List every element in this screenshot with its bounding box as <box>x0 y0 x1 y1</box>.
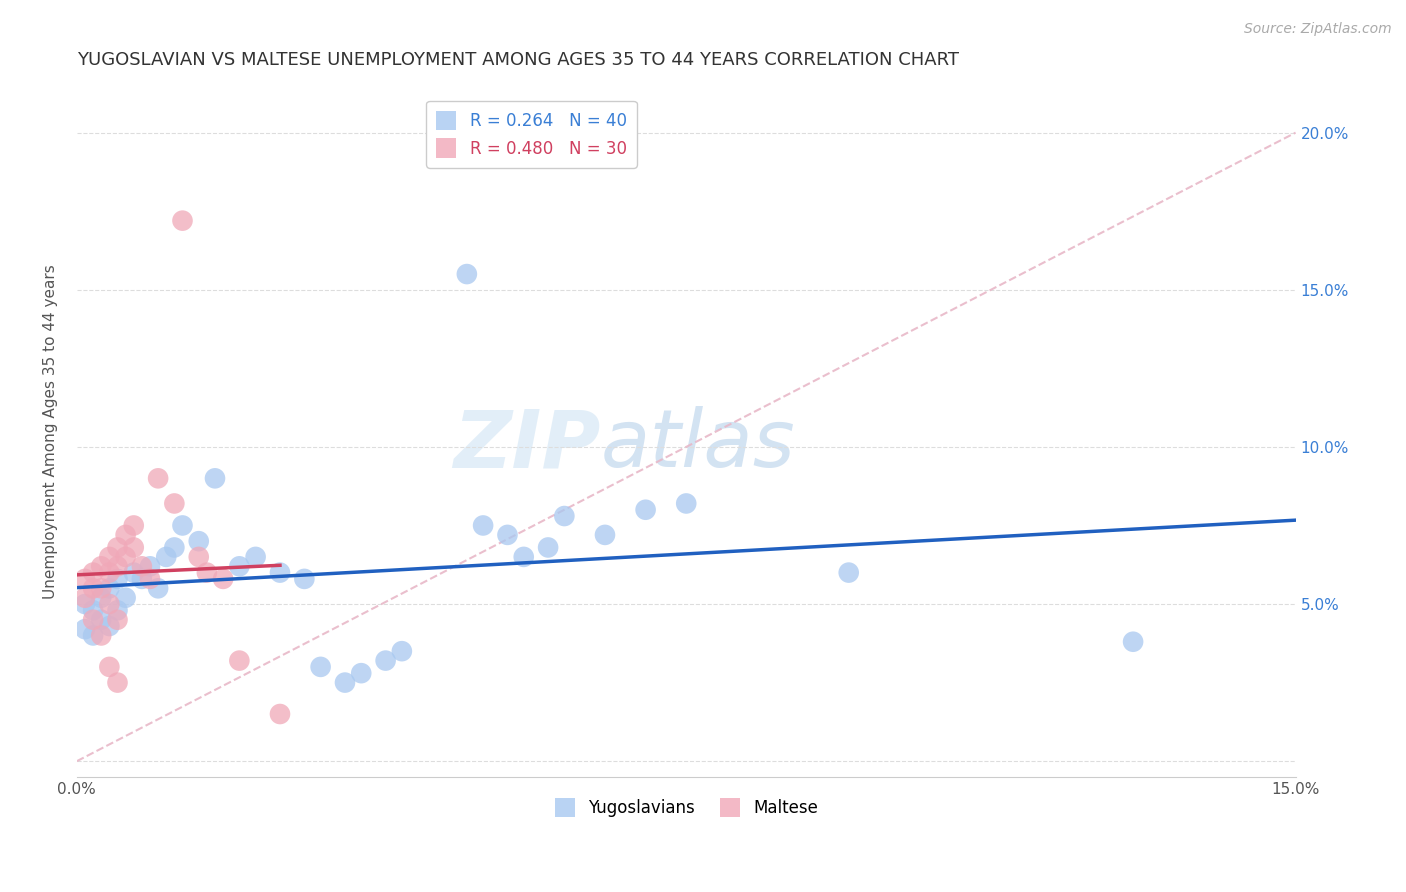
Y-axis label: Unemployment Among Ages 35 to 44 years: Unemployment Among Ages 35 to 44 years <box>44 264 58 599</box>
Point <box>292 572 315 586</box>
Point <box>1122 634 1144 648</box>
Point <box>139 559 162 574</box>
Point <box>82 628 104 642</box>
Text: atlas: atlas <box>600 406 796 484</box>
Point <box>496 528 519 542</box>
Point <box>122 541 145 555</box>
Point <box>187 549 209 564</box>
Point <box>838 566 860 580</box>
Point <box>90 559 112 574</box>
Point <box>122 566 145 580</box>
Text: YUGOSLAVIAN VS MALTESE UNEMPLOYMENT AMONG AGES 35 TO 44 YEARS CORRELATION CHART: YUGOSLAVIAN VS MALTESE UNEMPLOYMENT AMON… <box>77 51 959 69</box>
Point <box>537 541 560 555</box>
Point <box>107 675 129 690</box>
Point <box>228 654 250 668</box>
Point <box>131 559 153 574</box>
Point <box>187 534 209 549</box>
Point <box>350 666 373 681</box>
Point <box>98 582 121 596</box>
Point <box>512 549 534 564</box>
Point <box>172 213 194 227</box>
Point <box>391 644 413 658</box>
Point <box>98 597 121 611</box>
Point <box>333 675 356 690</box>
Legend: Yugoslavians, Maltese: Yugoslavians, Maltese <box>548 791 824 824</box>
Point <box>82 566 104 580</box>
Point <box>634 502 657 516</box>
Point <box>114 591 136 605</box>
Point <box>98 549 121 564</box>
Point <box>107 603 129 617</box>
Text: Source: ZipAtlas.com: Source: ZipAtlas.com <box>1244 22 1392 37</box>
Point <box>146 471 169 485</box>
Point <box>204 471 226 485</box>
Point <box>107 541 129 555</box>
Point <box>98 566 121 580</box>
Point <box>456 267 478 281</box>
Point <box>114 528 136 542</box>
Point <box>107 572 129 586</box>
Point <box>73 572 96 586</box>
Point <box>195 566 218 580</box>
Text: ZIP: ZIP <box>454 406 600 484</box>
Point <box>309 660 332 674</box>
Point <box>98 660 121 674</box>
Point <box>73 591 96 605</box>
Point <box>82 582 104 596</box>
Point <box>107 559 129 574</box>
Point <box>374 654 396 668</box>
Point <box>146 582 169 596</box>
Point <box>269 706 291 721</box>
Point <box>82 613 104 627</box>
Point <box>90 591 112 605</box>
Point <box>163 496 186 510</box>
Point <box>675 496 697 510</box>
Point <box>131 572 153 586</box>
Point <box>114 549 136 564</box>
Point <box>163 541 186 555</box>
Point <box>107 613 129 627</box>
Point <box>139 572 162 586</box>
Point <box>228 559 250 574</box>
Point <box>90 582 112 596</box>
Point <box>90 628 112 642</box>
Point <box>553 509 575 524</box>
Point <box>212 572 235 586</box>
Point <box>593 528 616 542</box>
Point <box>472 518 495 533</box>
Point <box>269 566 291 580</box>
Point <box>122 518 145 533</box>
Point <box>82 603 104 617</box>
Point <box>155 549 177 564</box>
Point <box>245 549 267 564</box>
Point <box>98 619 121 633</box>
Point <box>90 613 112 627</box>
Point <box>172 518 194 533</box>
Point <box>73 597 96 611</box>
Point <box>73 622 96 636</box>
